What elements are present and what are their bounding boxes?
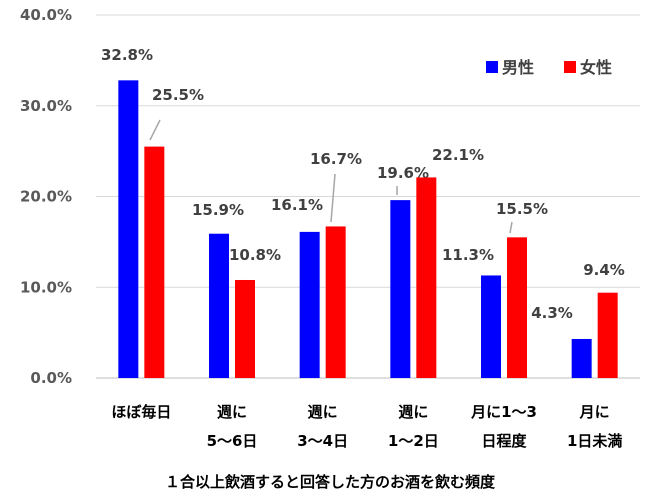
bar-female: [325, 226, 346, 378]
legend-swatch: [564, 61, 576, 73]
bar-female: [507, 237, 527, 378]
bar-male: [390, 200, 411, 378]
bar-male: [209, 233, 229, 378]
category-label: 週に: [217, 403, 247, 421]
category-label: 週に: [308, 403, 338, 421]
bar-female: [597, 292, 618, 378]
bar-male: [481, 275, 501, 378]
data-label: 16.7%: [310, 150, 362, 168]
category-label: 3～4日: [297, 432, 348, 450]
category-label: 週に: [398, 403, 428, 421]
data-label: 11.3%: [442, 246, 494, 264]
data-label: 4.3%: [531, 304, 573, 322]
y-tick-label: 30.0%: [20, 97, 72, 115]
category-label: 1日未満: [567, 432, 622, 450]
legend-label: 女性: [580, 58, 612, 77]
data-label: 22.1%: [432, 146, 484, 164]
bar-male: [118, 80, 139, 378]
bar-male: [299, 231, 320, 378]
category-label: 月に: [579, 403, 610, 421]
x-axis-title: １合以上飲酒すると回答した方のお酒を飲む頻度: [165, 473, 496, 491]
data-label: 19.6%: [377, 164, 429, 182]
leader-line: [509, 221, 513, 234]
bar-female: [235, 279, 255, 378]
category-label: 5～6日: [207, 432, 258, 450]
y-tick-label: 0.0%: [30, 369, 72, 387]
category-label: 日程度: [481, 432, 527, 450]
bar-male: [571, 338, 592, 378]
legend-label: 男性: [502, 58, 534, 77]
data-label: 9.4%: [583, 261, 625, 279]
category-label: ほぼ毎日: [111, 403, 171, 421]
legend-swatch: [486, 61, 498, 73]
y-tick-label: 20.0%: [20, 188, 72, 206]
category-label: 月に1～3: [470, 403, 537, 421]
data-label: 32.8%: [101, 46, 153, 64]
bar-female: [144, 146, 165, 378]
data-label: 15.5%: [496, 200, 548, 218]
leader-line: [149, 119, 161, 141]
data-label: 15.9%: [192, 201, 244, 219]
bar-female: [416, 177, 437, 378]
leader-line: [330, 173, 336, 223]
y-tick-label: 10.0%: [20, 278, 72, 296]
category-label: 1～2日: [388, 432, 439, 450]
data-label: 16.1%: [271, 196, 323, 214]
data-label: 10.8%: [229, 246, 281, 264]
y-tick-label: 40.0%: [20, 6, 72, 24]
data-label: 25.5%: [152, 86, 204, 104]
